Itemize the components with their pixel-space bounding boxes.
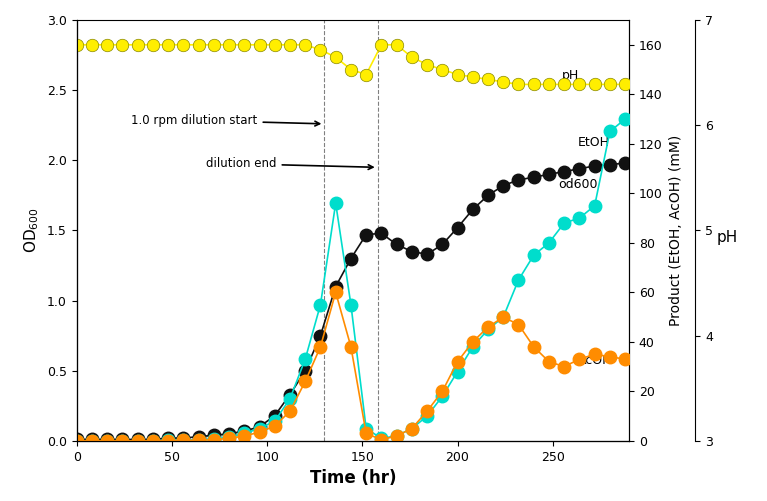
Text: EtOH: EtOH [578, 136, 610, 149]
Text: dilution end: dilution end [206, 157, 373, 170]
X-axis label: Time (hr): Time (hr) [310, 469, 396, 487]
Text: od600: od600 [558, 178, 598, 191]
Y-axis label: pH: pH [716, 230, 737, 245]
Text: 1.0 rpm dilution start: 1.0 rpm dilution start [131, 114, 320, 127]
Text: pH: pH [562, 69, 580, 82]
Y-axis label: Product (EtOH, AcOH) (mM): Product (EtOH, AcOH) (mM) [670, 135, 683, 326]
Y-axis label: OD$_{600}$: OD$_{600}$ [23, 207, 41, 254]
Text: AcOH: AcOH [578, 354, 612, 367]
